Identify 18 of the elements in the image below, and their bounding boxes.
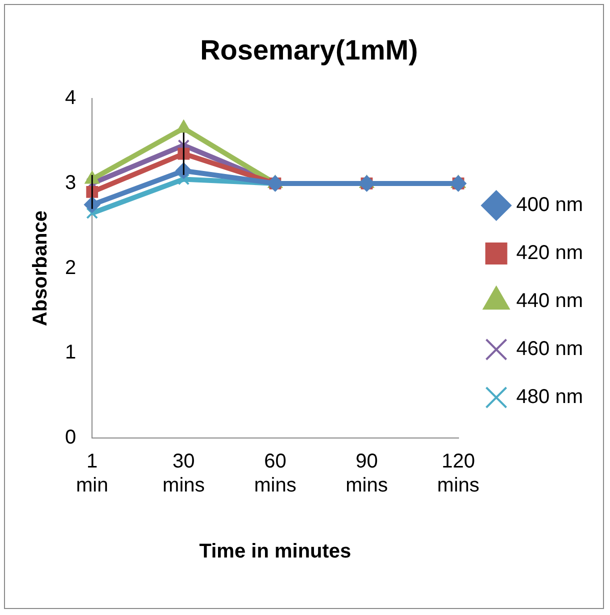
x-tick-label: 1 min <box>76 450 108 497</box>
y-tick-label: 3 <box>65 172 76 194</box>
legend-label: 400 nm <box>516 194 584 216</box>
legend-label: 480 nm <box>516 386 584 408</box>
y-tick-label: 4 <box>65 87 76 110</box>
legend-label: 440 nm <box>516 290 584 312</box>
chart-title: Rosemary(1mM) <box>200 34 418 66</box>
y-tick-label: 0 <box>65 426 76 449</box>
x-tick-label: 120 mins <box>437 450 480 497</box>
y-axis-title: Absorbance <box>30 210 52 326</box>
x-tick-label: 60 mins <box>254 450 296 497</box>
legend-label: 460 nm <box>516 338 584 360</box>
y-tick-label: 2 <box>65 256 76 279</box>
y-tick-label: 1 <box>65 342 76 364</box>
x-axis-title: Time in minutes <box>199 540 352 563</box>
x-tick-label: 30 mins <box>162 450 205 497</box>
legend-label: 420 nm <box>516 242 584 264</box>
x-tick-label: 90 mins <box>346 450 388 497</box>
